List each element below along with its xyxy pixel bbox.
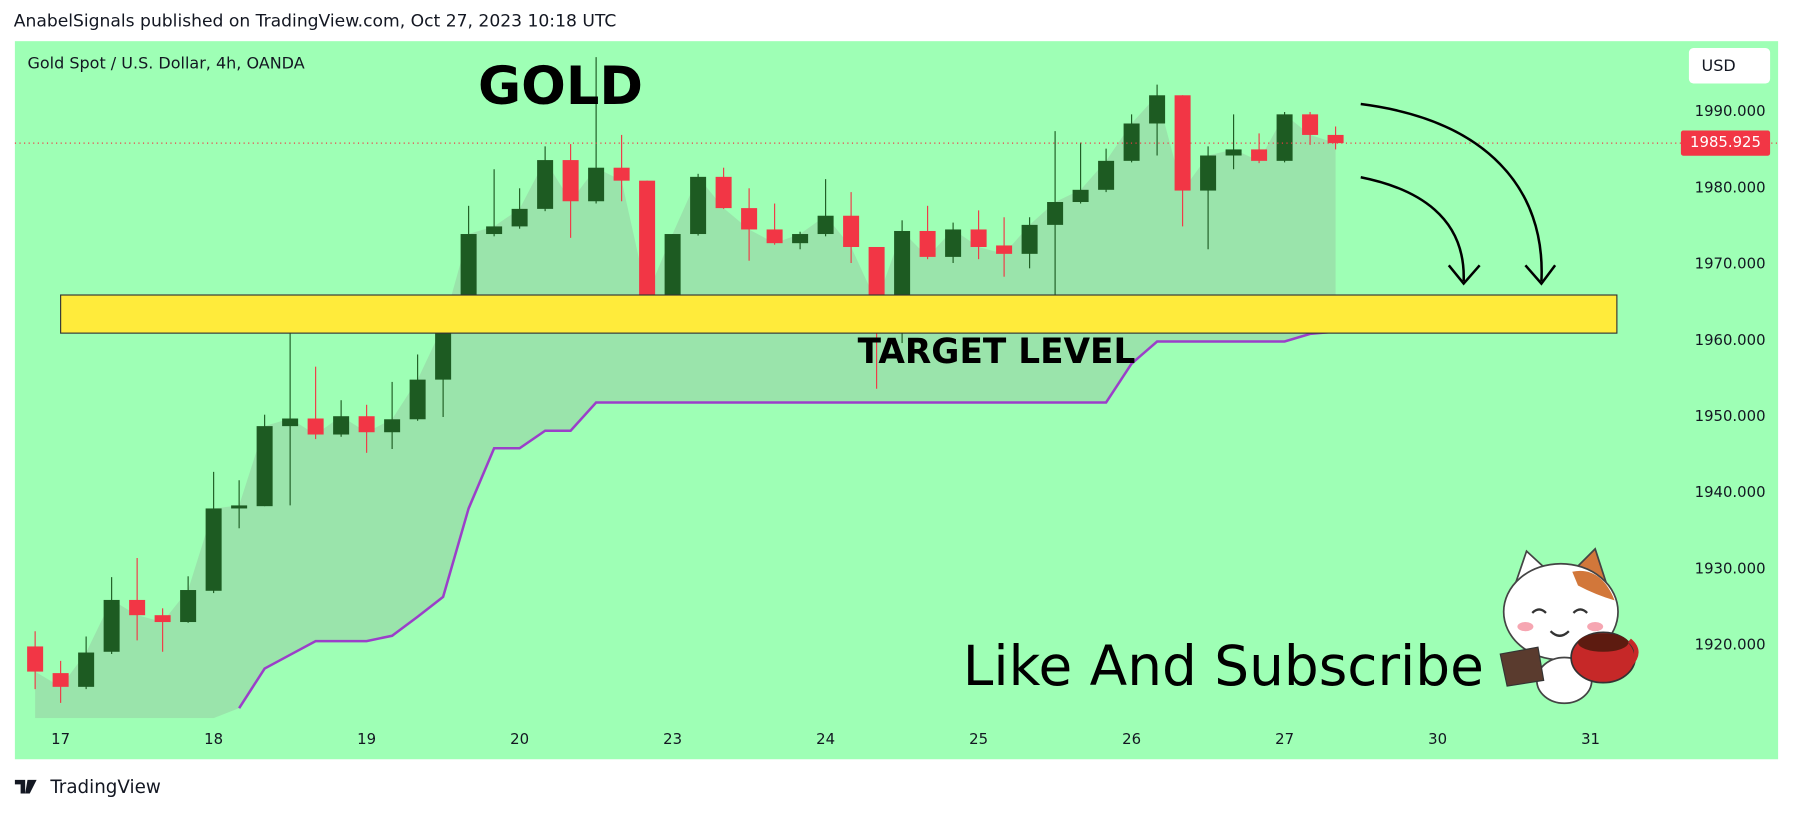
x-tick-label: 30 bbox=[1428, 730, 1447, 748]
candle-body bbox=[486, 226, 503, 235]
candle-body bbox=[154, 615, 171, 623]
symbol-title: Gold Spot / U.S. Dollar, 4h, OANDA bbox=[27, 54, 304, 73]
x-tick-label: 27 bbox=[1275, 730, 1294, 748]
candle-body bbox=[664, 234, 681, 296]
candle-body bbox=[868, 246, 885, 303]
x-tick-label: 18 bbox=[204, 730, 223, 748]
candle-body bbox=[384, 419, 401, 433]
y-tick-label: 1960.000 bbox=[1695, 331, 1766, 349]
last-price-label: 1985.925 bbox=[1690, 133, 1761, 151]
chart-background bbox=[14, 41, 1779, 760]
candle-body bbox=[205, 508, 222, 591]
candle-body bbox=[970, 229, 987, 247]
candle-body bbox=[333, 416, 350, 435]
candle-body bbox=[1200, 155, 1217, 191]
candle-body bbox=[282, 418, 299, 427]
target-annotation: TARGET LEVEL bbox=[858, 332, 1136, 372]
candle-body bbox=[1098, 160, 1115, 190]
candle-body bbox=[78, 652, 95, 687]
y-tick-label: 1980.000 bbox=[1695, 178, 1766, 196]
candle-body bbox=[129, 599, 146, 616]
candle-body bbox=[256, 426, 273, 507]
candle-body bbox=[27, 646, 44, 672]
candle-body bbox=[562, 160, 579, 202]
candle-body bbox=[1072, 189, 1089, 203]
x-tick-label: 20 bbox=[510, 730, 529, 748]
candle-body bbox=[103, 599, 120, 652]
y-tick-label: 1940.000 bbox=[1695, 483, 1766, 501]
plot-area bbox=[27, 57, 1344, 719]
publish-header: AnabelSignals published on TradingView.c… bbox=[14, 12, 617, 32]
candle-body bbox=[435, 325, 452, 380]
x-tick-label: 23 bbox=[663, 730, 682, 748]
candle-body bbox=[792, 234, 809, 244]
x-tick-label: 31 bbox=[1581, 730, 1600, 748]
currency-box[interactable] bbox=[1688, 48, 1771, 84]
candle-body bbox=[52, 673, 69, 687]
candle-body bbox=[1327, 134, 1344, 144]
y-tick-label: 1970.000 bbox=[1695, 255, 1766, 273]
subscribe-annotation: Like And Subscribe bbox=[963, 634, 1484, 698]
candle-body bbox=[894, 230, 911, 303]
arrow bbox=[1360, 176, 1465, 282]
candle-body bbox=[766, 229, 783, 244]
candle-body bbox=[537, 160, 554, 209]
x-tick-label: 25 bbox=[969, 730, 988, 748]
y-tick-label: 1920.000 bbox=[1695, 636, 1766, 654]
x-tick-label: 26 bbox=[1122, 730, 1141, 748]
x-tick-label: 19 bbox=[357, 730, 376, 748]
candle-body bbox=[180, 590, 197, 623]
x-tick-label: 24 bbox=[816, 730, 835, 748]
candle-body bbox=[1149, 95, 1166, 124]
candle-body bbox=[639, 180, 656, 296]
candle-body bbox=[996, 245, 1013, 254]
y-tick-label: 1990.000 bbox=[1695, 102, 1766, 120]
x-tick-label: 17 bbox=[51, 730, 70, 748]
candle-body bbox=[1302, 114, 1319, 135]
target-zone bbox=[60, 294, 1618, 334]
footer-brand[interactable]: TradingView bbox=[49, 777, 161, 798]
candle-body bbox=[817, 215, 834, 235]
candle-body bbox=[715, 176, 732, 209]
last-price-box bbox=[1680, 130, 1771, 156]
trend-line bbox=[238, 330, 1336, 709]
arrow-head bbox=[1447, 264, 1481, 286]
currency-label[interactable]: USD bbox=[1701, 56, 1735, 75]
candle-body bbox=[843, 215, 860, 247]
gold-annotation: GOLD bbox=[478, 56, 643, 117]
candle-body bbox=[1225, 149, 1242, 156]
candle-body bbox=[588, 167, 605, 202]
candle-body bbox=[358, 416, 375, 433]
candle-body bbox=[1047, 202, 1064, 225]
candle-body bbox=[511, 208, 528, 227]
candle-body bbox=[945, 229, 962, 257]
cat-sticker bbox=[1499, 547, 1639, 705]
candle-body bbox=[1021, 224, 1038, 254]
candle-body bbox=[1251, 149, 1268, 161]
y-tick-label: 1950.000 bbox=[1695, 407, 1766, 425]
candle-body bbox=[613, 167, 630, 181]
candle-body bbox=[1174, 95, 1191, 191]
arrows bbox=[1360, 102, 1557, 286]
candle-body bbox=[1276, 114, 1293, 161]
candle-body bbox=[690, 176, 707, 235]
candle-body bbox=[231, 505, 248, 509]
arrow bbox=[1360, 102, 1543, 282]
candle-body bbox=[741, 208, 758, 230]
y-tick-label: 1930.000 bbox=[1695, 559, 1766, 577]
candle-body bbox=[307, 418, 324, 435]
candle-body bbox=[919, 230, 936, 257]
arrow-head bbox=[1524, 264, 1557, 286]
candle-body bbox=[1123, 123, 1140, 161]
candle-body bbox=[409, 379, 426, 420]
footer-logo: TradingView bbox=[14, 777, 161, 798]
